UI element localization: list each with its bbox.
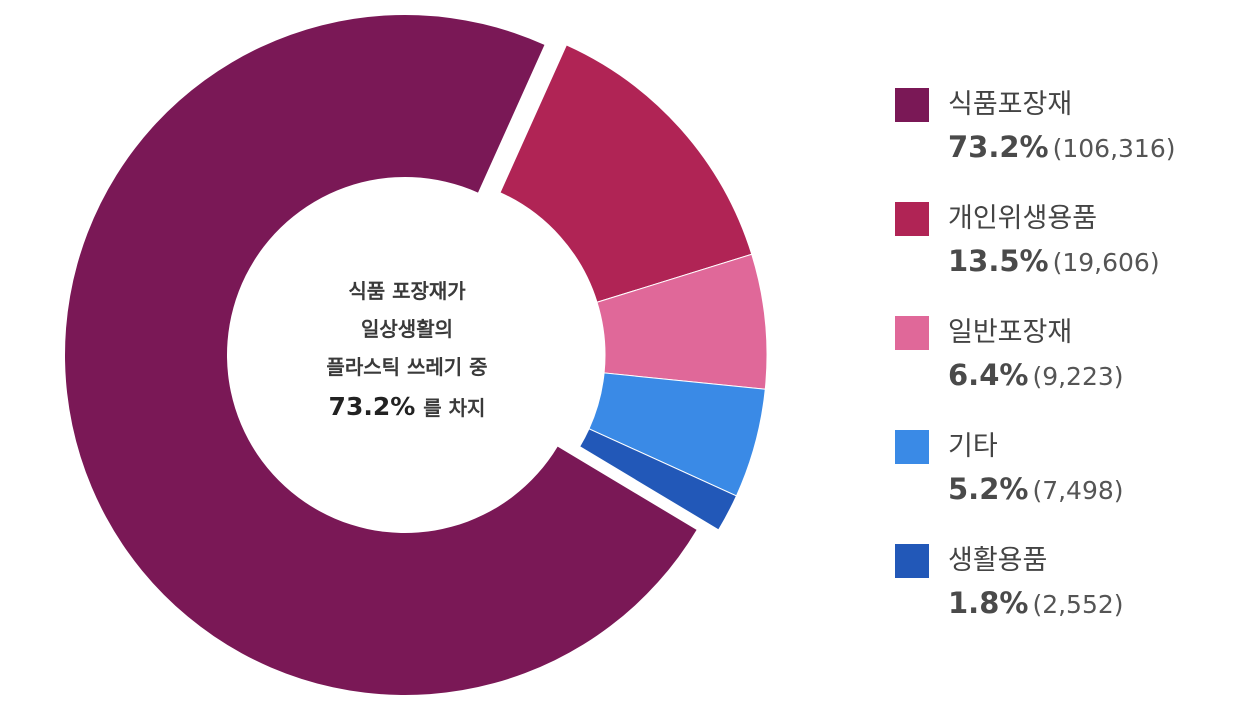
legend-item: 식품포장재 73.2% (106,316) — [895, 82, 1235, 196]
center-suffix: 를 차지 — [423, 396, 485, 420]
legend-item: 생활용품 1.8% (2,552) — [895, 538, 1235, 652]
donut-slice — [578, 428, 738, 531]
legend-value: 5.2% (7,498) — [948, 472, 1124, 506]
legend-label: 개인위생용품 — [948, 203, 1098, 234]
legend-value: 6.4% (9,223) — [948, 358, 1124, 392]
legend-swatch — [895, 544, 929, 578]
legend-percent: 5.2% — [948, 472, 1029, 506]
legend-swatch — [895, 88, 929, 122]
legend-count: (9,223) — [1032, 362, 1124, 391]
legend-item: 개인위생용품 13.5% (19,606) — [895, 196, 1235, 310]
center-percent: 73.2% — [329, 392, 416, 421]
legend-label: 일반포장재 — [948, 317, 1073, 348]
center-annotation: 식품 포장재가 일상생활의 플라스틱 쓰레기 중 73.2% 를 차지 — [326, 279, 487, 421]
legend-count: (7,498) — [1032, 476, 1124, 505]
legend-percent: 13.5% — [948, 244, 1049, 278]
legend-percent: 1.8% — [948, 586, 1029, 620]
donut-slices — [65, 14, 768, 695]
legend-percent: 6.4% — [948, 358, 1029, 392]
center-line-2: 일상생활의 — [361, 317, 453, 341]
legend-swatch — [895, 316, 929, 350]
legend-count: (19,606) — [1052, 248, 1160, 277]
legend-swatch — [895, 430, 929, 464]
legend-label: 기타 — [948, 431, 998, 462]
legend-count: (2,552) — [1032, 590, 1124, 619]
legend-swatch — [895, 202, 929, 236]
legend-item: 일반포장재 6.4% (9,223) — [895, 310, 1235, 424]
legend-item: 기타 5.2% (7,498) — [895, 424, 1235, 538]
legend-label: 생활용품 — [948, 545, 1048, 576]
center-line-1: 식품 포장재가 — [348, 279, 466, 303]
legend-value: 13.5% (19,606) — [948, 244, 1160, 278]
legend-value: 1.8% (2,552) — [948, 586, 1124, 620]
center-line-3: 플라스틱 쓰레기 중 — [326, 355, 487, 379]
center-line-4: 73.2% 를 차지 — [329, 392, 486, 421]
donut-slice — [65, 14, 697, 695]
legend-percent: 73.2% — [948, 130, 1049, 164]
donut-slice — [499, 44, 753, 303]
chart-legend: 식품포장재 73.2% (106,316) 개인위생용품 13.5% (19,606… — [895, 82, 1235, 652]
legend-label: 식품포장재 — [948, 89, 1073, 120]
legend-count: (106,316) — [1052, 134, 1176, 163]
legend-value: 73.2% (106,316) — [948, 130, 1176, 164]
